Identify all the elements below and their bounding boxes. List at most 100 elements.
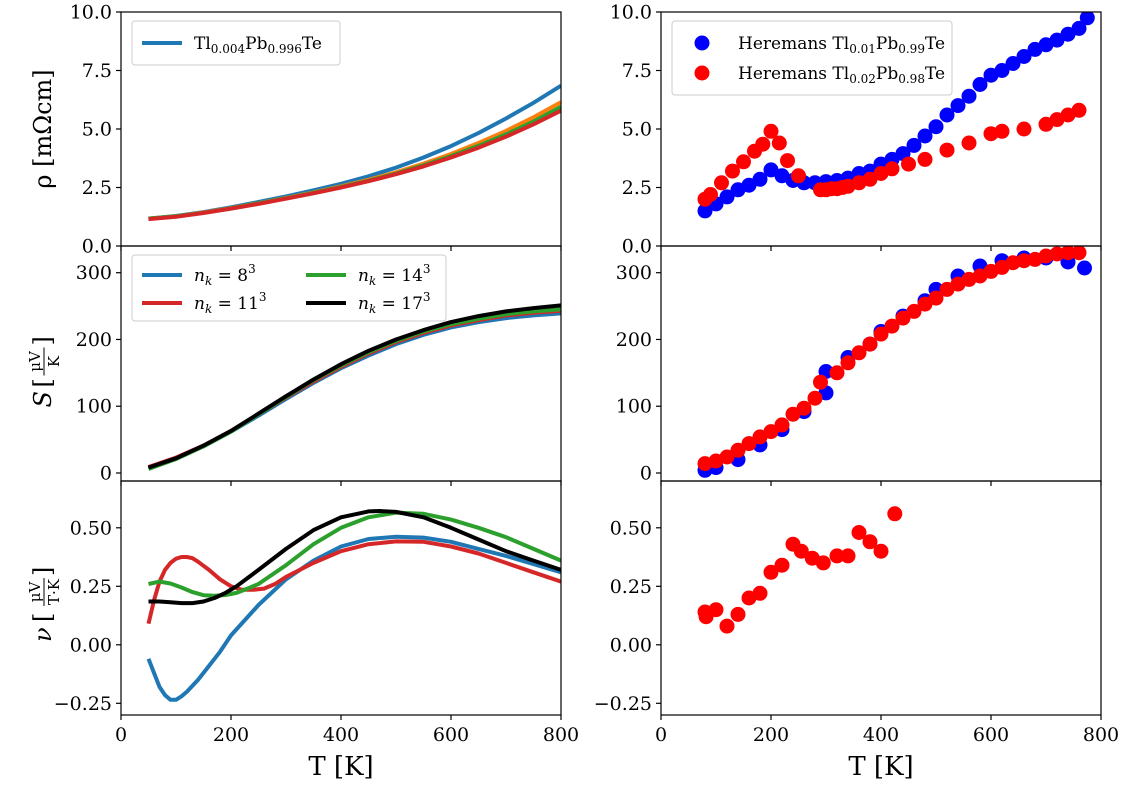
- data-point: [1071, 246, 1087, 261]
- data-point: [972, 77, 988, 92]
- y-tick-label: 2.5: [622, 177, 652, 199]
- data-point: [1005, 56, 1021, 71]
- data-point: [917, 151, 933, 167]
- data-point: [887, 506, 903, 522]
- data-point: [791, 168, 806, 184]
- series-line-3: [148, 509, 561, 606]
- data-point: [851, 345, 867, 361]
- data-point: [939, 142, 955, 158]
- data-point: [873, 326, 889, 342]
- x-tick-label: 200: [213, 724, 249, 746]
- data-point: [730, 606, 746, 622]
- y-axis-bracket-close: ]: [29, 336, 57, 345]
- x-tick-label: 800: [543, 724, 579, 746]
- data-point: [1071, 20, 1087, 36]
- y-tick-label: 0.50: [70, 517, 112, 539]
- data-point: [725, 163, 740, 179]
- y-tick-label: −0.25: [594, 693, 652, 715]
- y-tick-label: −0.25: [54, 693, 112, 715]
- data-point: [780, 153, 795, 169]
- data-point: [994, 123, 1010, 139]
- legend-box: [131, 254, 447, 322]
- y-tick-label: 7.5: [622, 60, 652, 82]
- y-axis-unit-num: μV: [26, 350, 44, 372]
- data-point: [752, 171, 768, 187]
- data-point: [1016, 121, 1032, 137]
- legend-entry: nk = 143: [358, 262, 431, 288]
- y-tick-label: 200: [616, 329, 652, 351]
- x-tick-label: 400: [323, 724, 359, 746]
- y-axis-label: ρ [mΩcm]: [29, 69, 57, 188]
- y-tick-label: 10.0: [70, 2, 112, 24]
- data-point: [1079, 12, 1095, 26]
- axes-frame: [660, 480, 1102, 716]
- y-axis-bracket-close: ]: [29, 567, 57, 576]
- data-point: [884, 318, 900, 334]
- data-point: [928, 119, 944, 135]
- x-tick-label: 200: [753, 724, 789, 746]
- data-point: [719, 618, 735, 634]
- data-point: [730, 442, 746, 458]
- data-point: [862, 534, 878, 550]
- plot-area: [697, 246, 1092, 478]
- data-point: [901, 156, 916, 172]
- data-point: [928, 290, 944, 306]
- legend-entry: Tl0.004Pb0.996Te: [194, 34, 322, 56]
- x-tick-label: 800: [1083, 724, 1119, 746]
- series-line-1: [148, 100, 561, 221]
- data-point: [840, 355, 856, 371]
- x-tick-label: 0: [115, 724, 127, 746]
- y-axis-unit-num: μV: [26, 581, 44, 603]
- x-tick-label: 600: [973, 724, 1009, 746]
- data-point: [1060, 26, 1076, 42]
- data-point: [994, 63, 1010, 78]
- data-point: [807, 390, 823, 406]
- data-point: [774, 557, 790, 573]
- x-tick-label: 600: [433, 724, 469, 746]
- data-point: [763, 162, 779, 178]
- data-point: [741, 436, 757, 452]
- legend-box: [671, 20, 953, 96]
- data-point: [862, 336, 878, 352]
- data-point: [829, 365, 845, 381]
- data-point: [752, 585, 768, 601]
- data-point: [1077, 260, 1092, 276]
- data-point: [1016, 253, 1032, 269]
- data-point: [785, 406, 801, 422]
- plot-area: [148, 84, 561, 222]
- y-axis-bracket-open: [: [29, 613, 57, 622]
- data-point: [917, 128, 933, 144]
- data-point: [1060, 246, 1076, 261]
- y-tick-label: 0.25: [70, 576, 112, 598]
- plot-area: [697, 506, 903, 634]
- legend-entry: Heremans Tl0.02Pb0.98Te: [738, 64, 945, 86]
- series-line-3: [148, 108, 561, 222]
- y-axis-bracket-open: [: [29, 378, 57, 387]
- data-point: [774, 417, 790, 433]
- data-point: [793, 543, 809, 559]
- y-tick-label: 0: [640, 462, 652, 484]
- axes-frame: [660, 245, 1102, 482]
- data-point: [1071, 102, 1087, 118]
- y-tick-label: 100: [616, 396, 652, 418]
- y-tick-label: 2.5: [82, 177, 112, 199]
- y-tick-label: 0: [100, 462, 112, 484]
- plot-area: [147, 303, 561, 471]
- series-line-0: [148, 84, 561, 221]
- data-point: [950, 98, 966, 114]
- data-point: [917, 296, 933, 312]
- plot-area: [146, 509, 561, 702]
- legend-entry: nk = 83: [194, 262, 256, 288]
- panel-nu_exp: −0.25 0.00 0.25 0.50 0 200 400 600 800 T [K]: [594, 480, 1119, 782]
- legend-swatch: [694, 65, 710, 81]
- data-point: [708, 602, 724, 618]
- data-point: [961, 88, 977, 104]
- y-tick-label: 10.0: [610, 2, 652, 24]
- y-tick-label: 200: [76, 329, 112, 351]
- data-point: [755, 136, 771, 152]
- data-point: [1049, 246, 1065, 262]
- series-line-3: [147, 303, 561, 470]
- data-point: [813, 374, 828, 390]
- data-point: [862, 171, 878, 187]
